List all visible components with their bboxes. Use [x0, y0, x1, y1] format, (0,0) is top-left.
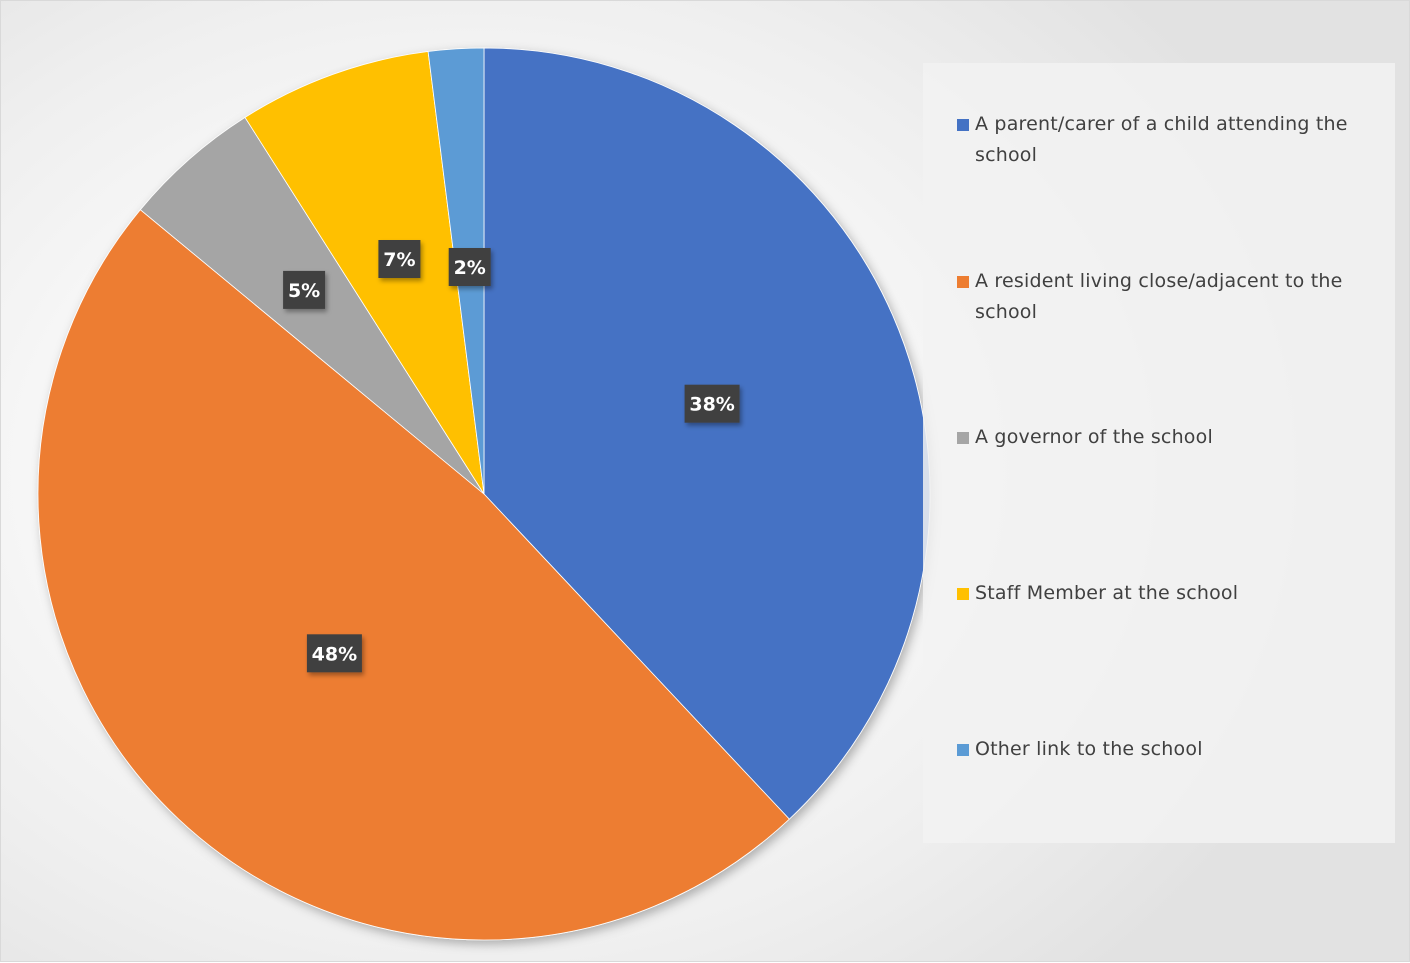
data-label-staff-member-at-the-school: 7%	[378, 240, 421, 278]
data-label-text: 2%	[454, 257, 486, 279]
data-label-box	[283, 270, 326, 309]
data-label-text: 38%	[689, 394, 734, 416]
data-label-text: 7%	[383, 249, 415, 271]
legend-label-resident: A resident living close/adjacent to the …	[975, 270, 1343, 323]
data-label-box	[684, 384, 740, 423]
legend-swatch-staff	[957, 588, 969, 600]
legend-swatch-governor	[957, 432, 969, 444]
legend-swatch-parent-carer	[957, 119, 969, 131]
legend-label-staff: Staff Member at the school	[975, 582, 1239, 604]
legend-item-resident: A resident living close/adjacent to the …	[957, 266, 1377, 328]
legend-swatch-other	[957, 744, 969, 756]
legend-label-parent-carer: A parent/carer of a child attending the …	[975, 113, 1348, 166]
legend-item-governor: A governor of the school	[957, 422, 1377, 453]
legend-swatch-resident	[957, 276, 969, 288]
legend-label-other: Other link to the school	[975, 738, 1203, 760]
data-label-box	[448, 248, 491, 286]
data-label-a-governor-of-the-school: 5%	[283, 270, 326, 309]
pie-slice-staff-member-at-the-school	[244, 51, 485, 495]
data-label-text: 5%	[288, 280, 320, 302]
data-label-box	[306, 634, 362, 673]
data-label-a-resident-living-close-adjacent-to-the-school: 48%	[306, 634, 362, 673]
pie-slice-a-parent-carer-of-a-child-attending-the-school	[483, 47, 931, 820]
legend-item-parent-carer: A parent/carer of a child attending the …	[957, 109, 1377, 171]
data-label-other-link-to-the-school: 2%	[448, 248, 491, 286]
legend: A parent/carer of a child attending the …	[923, 63, 1395, 843]
legend-item-staff: Staff Member at the school	[957, 578, 1377, 609]
pie-slice-a-resident-living-close-adjacent-to-the-school	[37, 209, 790, 941]
legend-item-other: Other link to the school	[957, 734, 1377, 765]
data-label-text: 48%	[312, 643, 357, 665]
data-label-a-parent-carer-of-a-child-attending-the-school: 38%	[684, 384, 740, 423]
data-label-box	[378, 240, 421, 278]
legend-label-governor: A governor of the school	[975, 426, 1213, 448]
